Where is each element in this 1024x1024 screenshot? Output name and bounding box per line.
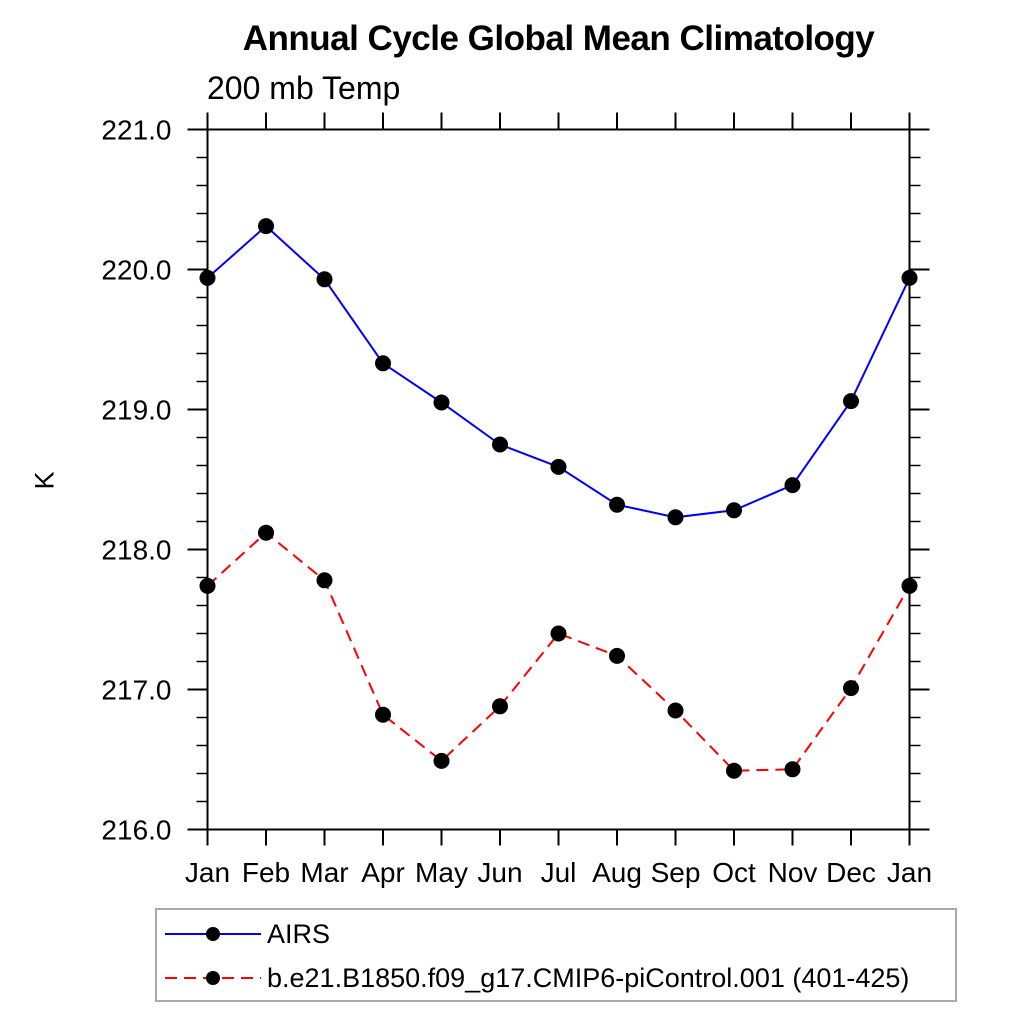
airs-marker xyxy=(901,269,918,286)
y-tick-label: 219.0 xyxy=(101,395,171,426)
solid-line-sample xyxy=(165,927,261,941)
x-tick-label: Aug xyxy=(592,857,642,888)
legend-marker-dot xyxy=(206,971,220,985)
x-tick-label: Oct xyxy=(712,857,756,888)
legend-box: AIRS b.e21.B1850.f09_g17.CMIP6-piControl.… xyxy=(155,908,957,1002)
airs-marker xyxy=(375,355,391,372)
x-tick-label: May xyxy=(415,857,468,888)
model-marker xyxy=(550,625,567,642)
legend-label: AIRS xyxy=(267,918,331,949)
airs-marker xyxy=(492,436,508,453)
model-marker xyxy=(492,698,508,715)
chart-subtitle: 200 mb Temp xyxy=(207,70,401,106)
x-tick-label: Nov xyxy=(768,857,818,888)
model-marker xyxy=(784,761,801,778)
model-marker xyxy=(316,572,333,589)
dashed-line-sample xyxy=(165,971,261,985)
airs-marker xyxy=(199,269,216,286)
x-tick-label: Jan xyxy=(887,857,932,888)
model-marker xyxy=(726,762,742,779)
model-marker xyxy=(843,680,859,697)
x-tick-label: Dec xyxy=(826,857,876,888)
x-tick-label: Sep xyxy=(651,857,701,888)
airs-marker xyxy=(784,477,801,494)
airs-marker xyxy=(316,271,333,288)
plot-box xyxy=(206,128,911,831)
y-tick-label: 221.0 xyxy=(101,115,171,146)
model-line xyxy=(206,531,911,772)
model-marker xyxy=(901,577,918,594)
x-tick-label: Feb xyxy=(242,857,290,888)
legend-marker-dot xyxy=(206,927,220,941)
y-tick-label: 216.0 xyxy=(101,815,171,846)
model-marker xyxy=(667,702,684,719)
y-tick-label: 218.0 xyxy=(101,535,171,566)
x-tick-label: Jun xyxy=(477,857,522,888)
airs-marker xyxy=(550,458,567,475)
model-marker xyxy=(609,647,625,664)
x-tick-label: Jan xyxy=(185,857,230,888)
y-tick-label: 217.0 xyxy=(101,675,171,706)
y-tick-label: 220.0 xyxy=(101,255,171,286)
legend-label: b.e21.B1850.f09_g17.CMIP6-piControl.001 … xyxy=(267,962,910,993)
legend-item-model: b.e21.B1850.f09_g17.CMIP6-piControl.001 … xyxy=(163,960,909,996)
legend-item-airs: AIRS xyxy=(163,916,330,952)
model-marker xyxy=(258,524,274,541)
airs-marker xyxy=(258,218,274,235)
model-marker xyxy=(375,706,391,723)
airs-marker xyxy=(609,496,625,513)
airs-marker xyxy=(667,509,684,526)
model-marker xyxy=(199,577,216,594)
chart-title: Annual Cycle Global Mean Climatology xyxy=(242,19,875,58)
airs-marker xyxy=(843,393,859,410)
x-tick-label: Mar xyxy=(300,857,348,888)
airs-marker xyxy=(433,394,450,411)
model-marker xyxy=(433,752,450,769)
x-tick-label: Jul xyxy=(541,857,577,888)
x-tick-label: Apr xyxy=(361,857,405,888)
airs-marker xyxy=(726,502,742,519)
